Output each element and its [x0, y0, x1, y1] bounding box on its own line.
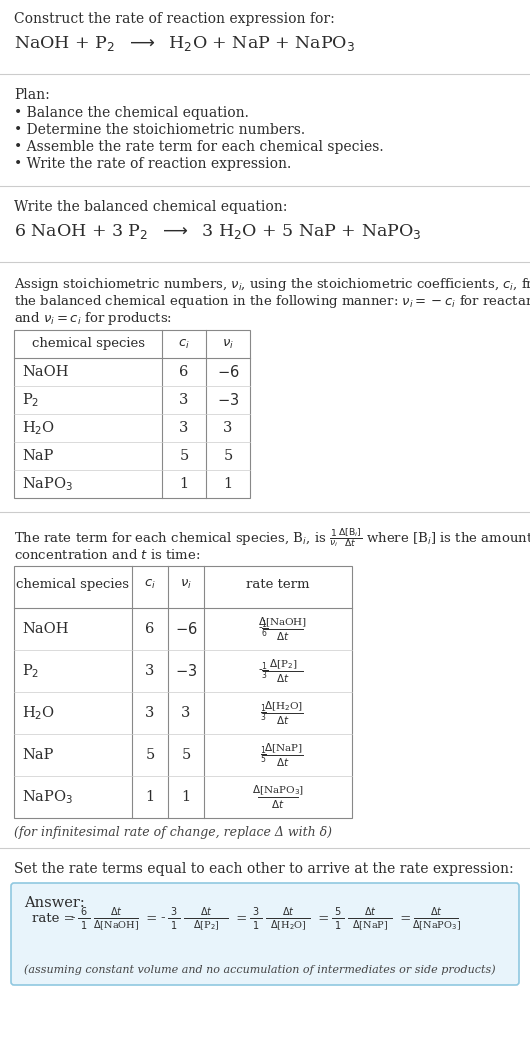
Text: $\Delta$[NaP]: $\Delta$[NaP] [264, 741, 302, 754]
Text: Plan:: Plan: [14, 88, 50, 102]
Text: $\Delta t$: $\Delta t$ [110, 905, 122, 917]
Text: 5: 5 [181, 748, 191, 762]
Text: (for infinitesimal rate of change, replace Δ with δ): (for infinitesimal rate of change, repla… [14, 826, 332, 839]
Text: $1$: $1$ [170, 919, 178, 931]
Text: $\nu_i$: $\nu_i$ [180, 578, 192, 592]
Text: P$_2$: P$_2$ [22, 391, 39, 408]
Text: 3: 3 [179, 421, 189, 435]
Text: NaOH: NaOH [22, 622, 68, 636]
Text: =: = [232, 912, 252, 924]
Text: $-6$: $-6$ [217, 364, 240, 380]
Text: 5: 5 [179, 449, 189, 463]
Text: $\nu_i$: $\nu_i$ [222, 338, 234, 350]
Text: the balanced chemical equation in the following manner: $\nu_i = -c_i$ for react: the balanced chemical equation in the fo… [14, 293, 530, 311]
Text: $3$: $3$ [170, 905, 178, 917]
Text: -$\frac{1}{3}$: -$\frac{1}{3}$ [258, 661, 268, 681]
Text: 3: 3 [179, 393, 189, 407]
Text: 6: 6 [145, 622, 155, 636]
Text: 5: 5 [223, 449, 233, 463]
Text: $\Delta$[P$_2$]: $\Delta$[P$_2$] [269, 658, 297, 671]
Text: $-3$: $-3$ [175, 663, 197, 679]
Text: P$_2$: P$_2$ [22, 662, 39, 679]
Text: • Balance the chemical equation.: • Balance the chemical equation. [14, 106, 249, 120]
Text: $\frac{1}{5}$: $\frac{1}{5}$ [260, 744, 267, 766]
Text: $\frac{1}{3}$: $\frac{1}{3}$ [260, 702, 267, 724]
Text: $\Delta t$: $\Delta t$ [276, 714, 290, 726]
Text: 1: 1 [181, 790, 191, 804]
Text: $\Delta t$: $\Delta t$ [271, 798, 285, 810]
Text: H$_2$O: H$_2$O [22, 704, 55, 722]
Text: H$_2$O: H$_2$O [22, 419, 55, 437]
Text: $\Delta t$: $\Delta t$ [276, 756, 290, 768]
Text: 3: 3 [145, 664, 155, 678]
Text: $\Delta$[P$_2$]: $\Delta$[P$_2$] [193, 918, 219, 932]
Text: chemical species: chemical species [16, 578, 129, 592]
Text: $\Delta t$: $\Delta t$ [364, 905, 376, 917]
Text: 3: 3 [223, 421, 233, 435]
Text: $3$: $3$ [252, 905, 260, 917]
Text: The rate term for each chemical species, B$_i$, is $\frac{1}{\nu_i}\frac{\Delta[: The rate term for each chemical species,… [14, 526, 530, 549]
Text: =: = [314, 912, 333, 924]
Text: $c_i$: $c_i$ [178, 338, 190, 350]
Text: 6 NaOH + 3 P$_2$  $\longrightarrow$  3 H$_2$O + 5 NaP + NaPO$_3$: 6 NaOH + 3 P$_2$ $\longrightarrow$ 3 H$_… [14, 222, 421, 241]
Text: $\Delta$[NaPO$_3$]: $\Delta$[NaPO$_3$] [252, 784, 304, 797]
Text: $1$: $1$ [252, 919, 260, 931]
Text: 3: 3 [145, 706, 155, 720]
Text: NaP: NaP [22, 748, 54, 762]
Text: =: = [142, 912, 162, 924]
Text: 1: 1 [180, 477, 189, 491]
Text: $\Delta t$: $\Delta t$ [200, 905, 213, 917]
Text: 1: 1 [224, 477, 233, 491]
Text: Construct the rate of reaction expression for:: Construct the rate of reaction expressio… [14, 13, 335, 26]
Text: Set the rate terms equal to each other to arrive at the rate expression:: Set the rate terms equal to each other t… [14, 862, 514, 876]
Text: • Write the rate of reaction expression.: • Write the rate of reaction expression. [14, 157, 292, 171]
Text: $\Delta t$: $\Delta t$ [430, 905, 443, 917]
Text: $5$: $5$ [334, 905, 342, 917]
Text: Assign stoichiometric numbers, $\nu_i$, using the stoichiometric coefficients, $: Assign stoichiometric numbers, $\nu_i$, … [14, 276, 530, 293]
Text: chemical species: chemical species [31, 338, 145, 350]
Text: (assuming constant volume and no accumulation of intermediates or side products): (assuming constant volume and no accumul… [24, 965, 496, 975]
Text: NaPO$_3$: NaPO$_3$ [22, 788, 73, 805]
Text: $\Delta t$: $\Delta t$ [276, 672, 290, 684]
Text: rate term: rate term [246, 578, 310, 592]
Text: • Determine the stoichiometric numbers.: • Determine the stoichiometric numbers. [14, 123, 305, 137]
Text: NaP: NaP [22, 449, 54, 463]
Text: $\Delta t$: $\Delta t$ [276, 630, 290, 642]
Text: NaOH + P$_2$  $\longrightarrow$  H$_2$O + NaP + NaPO$_3$: NaOH + P$_2$ $\longrightarrow$ H$_2$O + … [14, 34, 355, 53]
Text: $\Delta$[NaPO$_3$]: $\Delta$[NaPO$_3$] [411, 918, 461, 932]
Text: $\Delta t$: $\Delta t$ [281, 905, 294, 917]
Text: $-6$: $-6$ [175, 621, 197, 637]
Text: $\Delta$[H$_2$O]: $\Delta$[H$_2$O] [270, 918, 306, 932]
Text: rate =: rate = [32, 912, 79, 924]
Text: $1$: $1$ [334, 919, 342, 931]
Text: $\Delta$[NaOH]: $\Delta$[NaOH] [93, 918, 139, 932]
Text: $c_i$: $c_i$ [144, 578, 156, 592]
FancyBboxPatch shape [11, 883, 519, 985]
Text: $6$: $6$ [80, 905, 88, 917]
Text: 6: 6 [179, 365, 189, 379]
Bar [14, 566, 352, 818]
Text: 1: 1 [145, 790, 155, 804]
Text: $\Delta$[H$_2$O]: $\Delta$[H$_2$O] [263, 699, 303, 713]
Text: 3: 3 [181, 706, 191, 720]
Text: $\Delta$[NaP]: $\Delta$[NaP] [352, 918, 388, 932]
Text: $\Delta$[NaOH]: $\Delta$[NaOH] [259, 615, 307, 628]
Text: -: - [70, 912, 75, 924]
Text: =: = [396, 912, 416, 924]
Text: NaPO$_3$: NaPO$_3$ [22, 475, 73, 493]
Text: concentration and $t$ is time:: concentration and $t$ is time: [14, 548, 200, 562]
Text: -: - [160, 912, 165, 924]
Text: • Assemble the rate term for each chemical species.: • Assemble the rate term for each chemic… [14, 140, 384, 154]
Text: $1$: $1$ [81, 919, 87, 931]
Text: Answer:: Answer: [24, 896, 85, 910]
Text: $-3$: $-3$ [217, 392, 239, 408]
Text: 5: 5 [145, 748, 155, 762]
Text: Write the balanced chemical equation:: Write the balanced chemical equation: [14, 200, 287, 214]
Text: and $\nu_i = c_i$ for products:: and $\nu_i = c_i$ for products: [14, 311, 172, 327]
Text: -$\frac{1}{6}$: -$\frac{1}{6}$ [258, 618, 268, 640]
Bar [14, 330, 250, 498]
Text: NaOH: NaOH [22, 365, 68, 379]
